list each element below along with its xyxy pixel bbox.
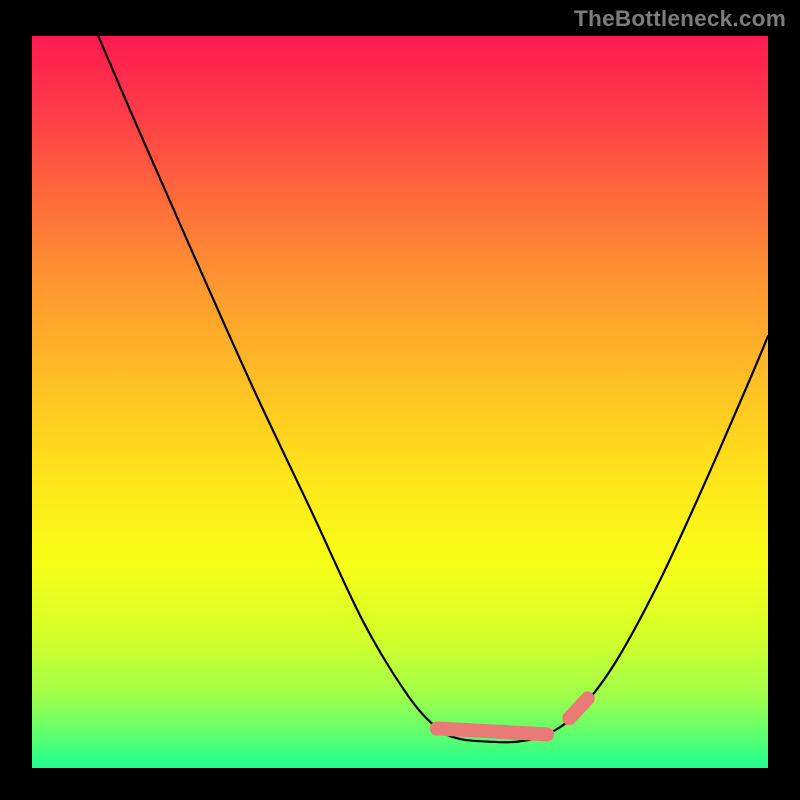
gradient-background <box>32 36 768 768</box>
flat-band-overlay <box>437 728 547 734</box>
chart-frame: TheBottleneck.com <box>0 0 800 800</box>
watermark-text: TheBottleneck.com <box>574 6 786 32</box>
bottleneck-chart <box>32 36 768 768</box>
plot-area <box>32 36 768 768</box>
